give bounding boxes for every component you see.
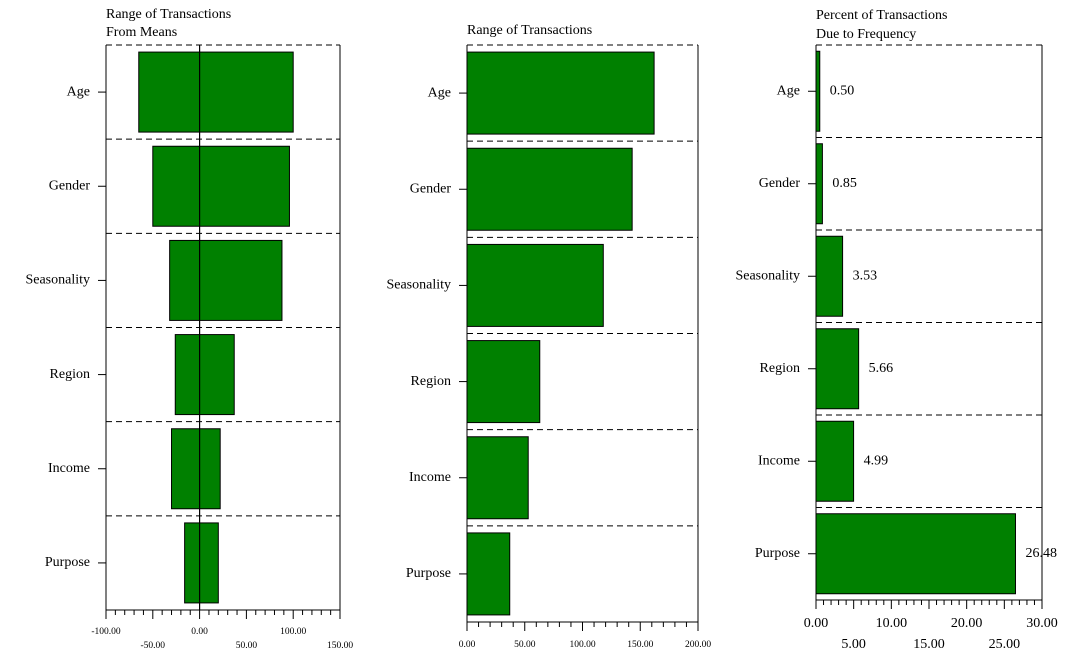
panel3-category-label-4: Region: [760, 361, 800, 376]
panel3-x-tick-label-7: 30.00: [1026, 616, 1058, 631]
panel1-category-label-2: Gender: [49, 178, 91, 193]
panel1-bar-gender: [152, 145, 290, 227]
panel1-x-tick-label-1: -100.00: [91, 627, 121, 637]
panel1-bar-age: [138, 51, 294, 133]
panel3-x-tick-label-6: 25.00: [989, 637, 1021, 652]
panel1-x-tick-label-2: -50.00: [141, 641, 166, 651]
panel3-x-tick-label-4: 15.00: [913, 637, 945, 652]
panel3-x-tick-label-5: 20.00: [951, 616, 983, 631]
panel3-category-label-1: Age: [777, 83, 800, 98]
panel3-bar-region: [815, 328, 860, 410]
panel1-category-label-4: Region: [50, 367, 90, 382]
panel2-category-label-5: Income: [409, 470, 451, 485]
panel1-bar-purpose: [184, 522, 219, 604]
panel3-x-tick-label-2: 5.00: [841, 637, 866, 652]
panel1-bar-seasonality: [169, 239, 283, 321]
panel2-x-tick-label-3: 100.00: [569, 640, 595, 650]
panel1-category-label-5: Income: [48, 461, 90, 476]
panel2-category-label-4: Region: [411, 374, 451, 389]
panel3-category-label-5: Income: [758, 453, 800, 468]
panel3-value-label-2: 0.85: [832, 176, 857, 191]
panel3-bar-gender: [815, 143, 823, 225]
panel2-category-label-1: Age: [428, 85, 451, 100]
panel2-x-tick-label-2: 50.00: [514, 640, 536, 650]
panel3-title-line-2: Due to Frequency: [816, 27, 916, 42]
panel3-category-label-2: Gender: [759, 176, 801, 191]
panel3-value-label-1: 0.50: [830, 83, 855, 98]
panel2-bar-age: [466, 51, 655, 135]
panel1-x-tick-label-6: 150.00: [327, 641, 353, 651]
panel3-category-label-6: Purpose: [755, 546, 800, 561]
panel2-category-label-6: Purpose: [406, 566, 451, 581]
panel2-x-tick-label-4: 150.00: [627, 640, 653, 650]
panel3-value-label-5: 4.99: [864, 453, 889, 468]
panel1-category-label-6: Purpose: [45, 555, 90, 570]
panel3-x-tick-label-1: 0.00: [804, 616, 829, 631]
panel3-value-label-4: 5.66: [869, 361, 894, 376]
panel2-x-tick-label-1: 0.00: [459, 640, 476, 650]
panel3-category-label-3: Seasonality: [735, 268, 800, 283]
panel2-bar-income: [466, 436, 529, 520]
panel3-value-label-3: 3.53: [853, 268, 878, 283]
panel1-x-tick-label-3: 0.00: [191, 627, 208, 637]
panel2-bar-region: [466, 340, 541, 424]
panel3-title-line-1: Percent of Transactions: [816, 8, 947, 23]
panel2-title-line-1: Range of Transactions: [467, 23, 592, 38]
panel2-bar-purpose: [466, 532, 511, 616]
panel1-bar-income: [171, 428, 221, 510]
panel1-title-line-1: Range of Transactions: [106, 7, 231, 22]
panel2-bar-gender: [466, 147, 633, 231]
panel1-x-tick-label-5: 100.00: [280, 627, 306, 637]
panel3-bar-age: [815, 50, 821, 132]
panel3-bar-seasonality: [815, 235, 844, 317]
panel2-x-tick-label-5: 200.00: [685, 640, 711, 650]
panel1-category-label-1: Age: [67, 84, 90, 99]
panel1-category-label-3: Seasonality: [25, 273, 90, 288]
panel1-title-line-2: From Means: [106, 25, 177, 40]
panel2-bar-seasonality: [466, 243, 604, 327]
panel2-category-label-3: Seasonality: [386, 278, 451, 293]
panel1-bar-region: [174, 334, 235, 416]
panel2-category-label-2: Gender: [410, 181, 452, 196]
panel1-x-tick-label-4: 50.00: [236, 641, 258, 651]
panel3-x-tick-label-3: 10.00: [876, 616, 908, 631]
panel3-bar-purpose: [815, 513, 1016, 595]
panel3-bar-income: [815, 420, 855, 502]
panel3-value-label-6: 26.48: [1025, 546, 1057, 561]
